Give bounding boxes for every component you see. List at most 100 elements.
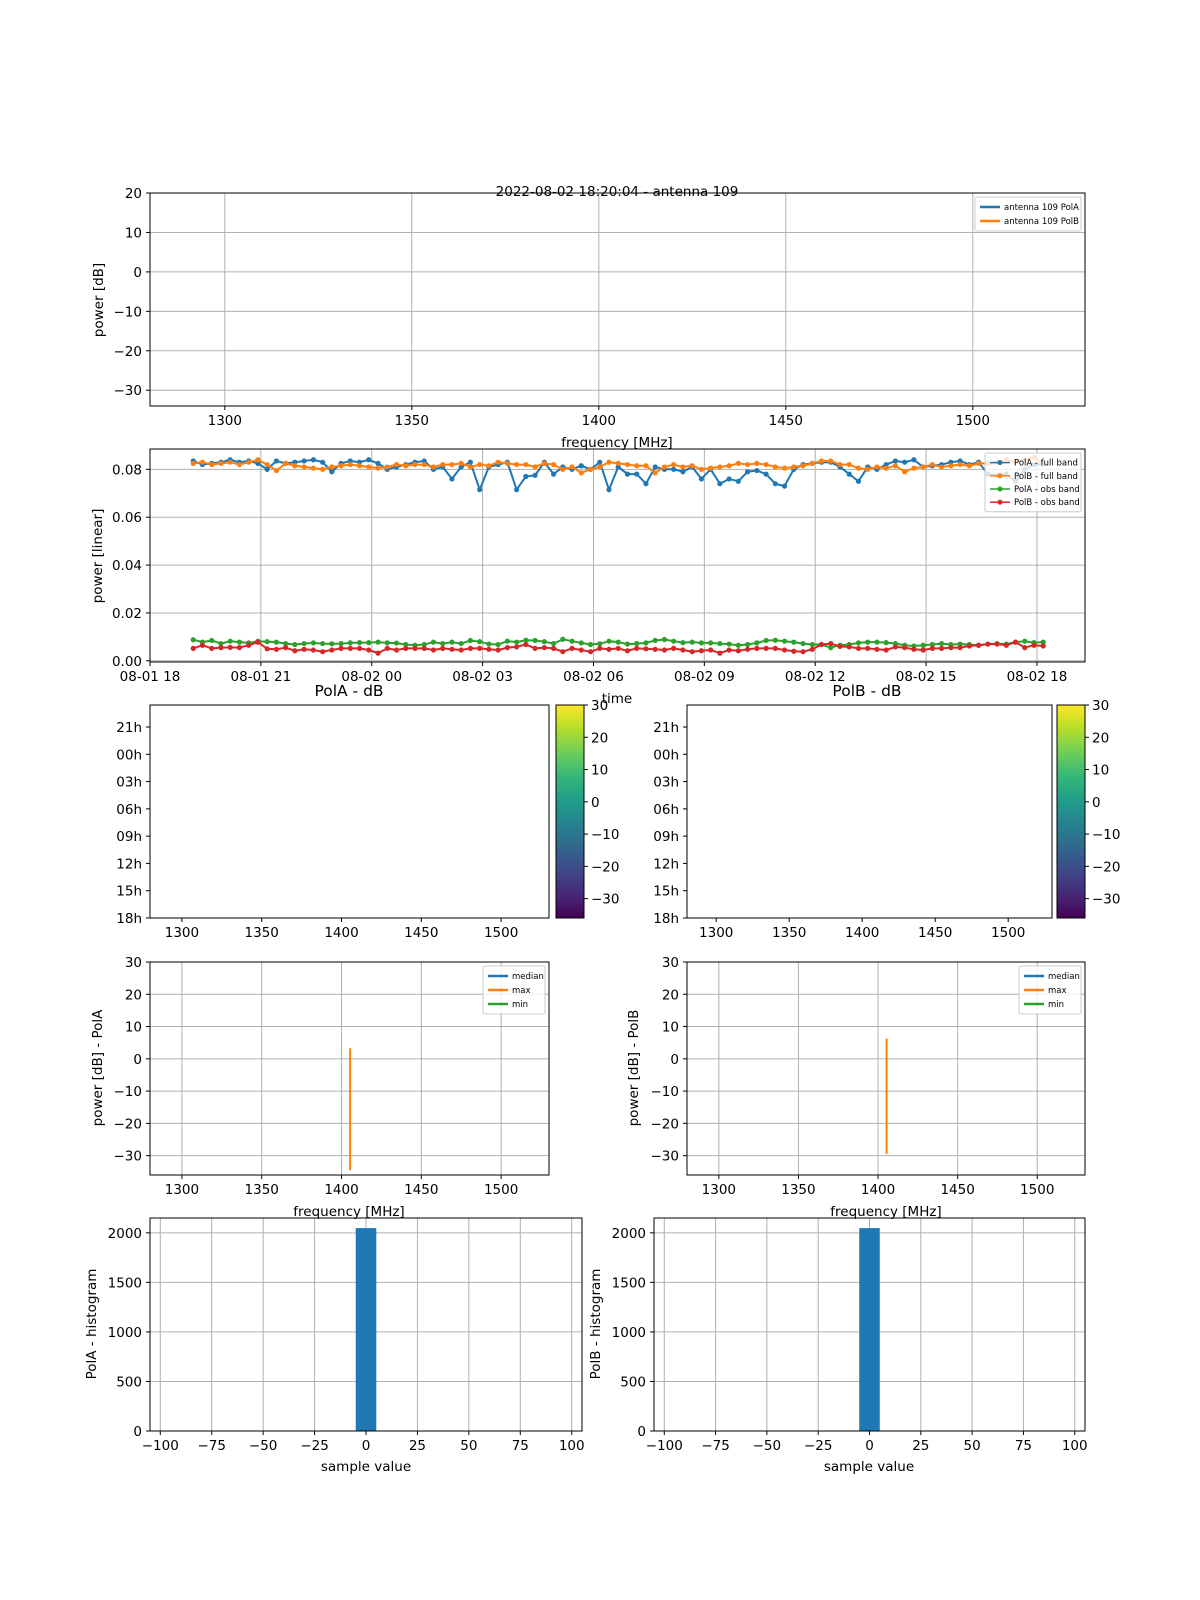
stats-pola-y-tick-label: 10: [125, 1020, 142, 1036]
power-data-point: [726, 647, 732, 653]
power-plot-frame: [149, 448, 1086, 663]
stats-polb-legend-label: median: [1048, 972, 1080, 982]
power-data-point: [310, 465, 316, 471]
stats-pola-panel: 1300 1350 1400 1450 1500 −30 −20 −10 0 10 20 30 med…: [90, 955, 550, 1220]
power-data-point: [717, 481, 723, 487]
histogram-polb-x-tick-label: −75: [701, 1438, 730, 1454]
power-series-3: [190, 639, 1046, 656]
power-data-point: [347, 458, 353, 464]
power-data-point: [477, 461, 483, 468]
power-data-point: [430, 464, 437, 470]
power-data-point: [532, 645, 538, 651]
power-data-point: [939, 645, 945, 651]
power-legend-label: PolB - full band: [1014, 472, 1078, 482]
waterfall-polb-x-tick-label: 1400: [845, 925, 879, 941]
power-data-point: [698, 466, 704, 472]
stats-polb-y-tick-label: 0: [670, 1052, 679, 1068]
power-data-point: [661, 464, 668, 470]
waterfall-pola-colorbar-tick-label: −10: [591, 827, 620, 843]
stats-polb-x-tick-label: 1300: [702, 1182, 736, 1198]
power-data-point: [902, 645, 908, 651]
power-data-point: [883, 640, 889, 646]
power-data-point: [929, 645, 935, 651]
waterfall-pola-frame: [149, 704, 550, 919]
power-data-point: [587, 649, 594, 655]
power-data-point: [273, 639, 279, 645]
power-data-point: [929, 461, 935, 468]
figure-title: 2022-08-02 18:20:04 - antenna 109: [496, 184, 739, 200]
power-data-point: [384, 464, 390, 470]
power-data-point: [587, 641, 594, 648]
stats-pola-legend-box: [482, 965, 546, 1015]
histogram-polb-x-tick-label: −50: [753, 1438, 782, 1454]
power-data-point: [744, 469, 751, 475]
power-data-point: [356, 645, 363, 651]
stats-polb-y-tick-label: −20: [651, 1116, 680, 1132]
waterfall-pola-y-tick-label: 03h: [116, 775, 142, 791]
power-data-point: [218, 460, 224, 466]
power-data-point: [393, 461, 400, 468]
power-data-point: [190, 460, 196, 466]
power-data-point: [375, 639, 381, 645]
power-data-point: [412, 645, 418, 651]
power-data-point: [541, 645, 547, 651]
power-data-point: [781, 483, 788, 489]
power-data-point: [902, 459, 908, 465]
histogram-polb-y-tick-label: 1000: [612, 1325, 646, 1341]
power-data-point: [975, 642, 982, 648]
power-data-point: [735, 642, 741, 648]
power-data-point: [744, 641, 751, 648]
spectrum-y-tick-label: 20: [125, 186, 142, 202]
power-data-point: [523, 641, 529, 648]
power-data-point: [430, 639, 437, 645]
spectrum-legend-box: [974, 196, 1082, 232]
power-data-point: [615, 464, 621, 470]
stats-polb-x-tick-label: 1400: [861, 1182, 895, 1198]
power-data-point: [911, 457, 917, 463]
power-data-point: [560, 466, 566, 472]
power-data-point: [1040, 639, 1046, 645]
power-data-point: [652, 470, 658, 476]
power-data-point: [236, 645, 243, 651]
power-data-point: [763, 461, 769, 468]
power-data-point: [236, 461, 243, 468]
power-data-point: [975, 460, 982, 466]
power-data-point: [560, 636, 566, 642]
histogram-pola-y-tick-label: 0: [133, 1424, 142, 1440]
power-data-point: [883, 461, 889, 468]
stats-pola-x-tick-label: 1300: [165, 1182, 199, 1198]
spectrum-y-tick-label: −30: [114, 383, 143, 399]
power-data-point: [467, 459, 474, 465]
histogram-pola-x-tick-label: −100: [142, 1438, 179, 1454]
power-y-tick-label: 0.06: [112, 510, 142, 526]
waterfall-polb-x-tick-label: 1500: [991, 925, 1025, 941]
waterfall-pola-y-tick-label: 21h: [116, 720, 142, 736]
power-data-point: [828, 458, 834, 464]
power-data-point: [421, 461, 427, 468]
power-data-point: [828, 645, 834, 651]
power-data-point: [828, 640, 834, 647]
waterfall-polb-title: PolB - dB: [832, 682, 901, 700]
power-data-point: [865, 639, 871, 645]
power-data-point: [514, 487, 520, 493]
power-data-point: [698, 648, 704, 654]
stats-pola-y-tick-label: −10: [114, 1084, 143, 1100]
power-data-point: [246, 459, 252, 465]
spectrum-panel: 1300 1350 1400 1450 1500 −30 −20 −10 0 10 20 anten…: [91, 186, 1086, 451]
power-data-point: [467, 464, 474, 470]
power-data-point: [754, 460, 760, 466]
waterfall-pola-colorbar-tick-label: 10: [591, 763, 608, 779]
power-data-point: [634, 640, 640, 647]
power-data-point: [874, 646, 880, 652]
power-data-point: [356, 640, 363, 646]
waterfall-polb-y-tick-label: 09h: [653, 829, 679, 845]
power-data-point: [504, 645, 510, 651]
histogram-polb-bar: [859, 1228, 880, 1431]
power-data-point: [560, 649, 566, 655]
waterfall-pola-y-tick-label: 18h: [116, 911, 142, 927]
power-data-point: [301, 458, 307, 464]
power-data-point: [791, 464, 797, 470]
power-y-axis-label: power [linear]: [90, 509, 106, 604]
histogram-polb-y-axis-label: PolB - histogram: [588, 1269, 604, 1380]
power-data-point: [911, 465, 917, 471]
